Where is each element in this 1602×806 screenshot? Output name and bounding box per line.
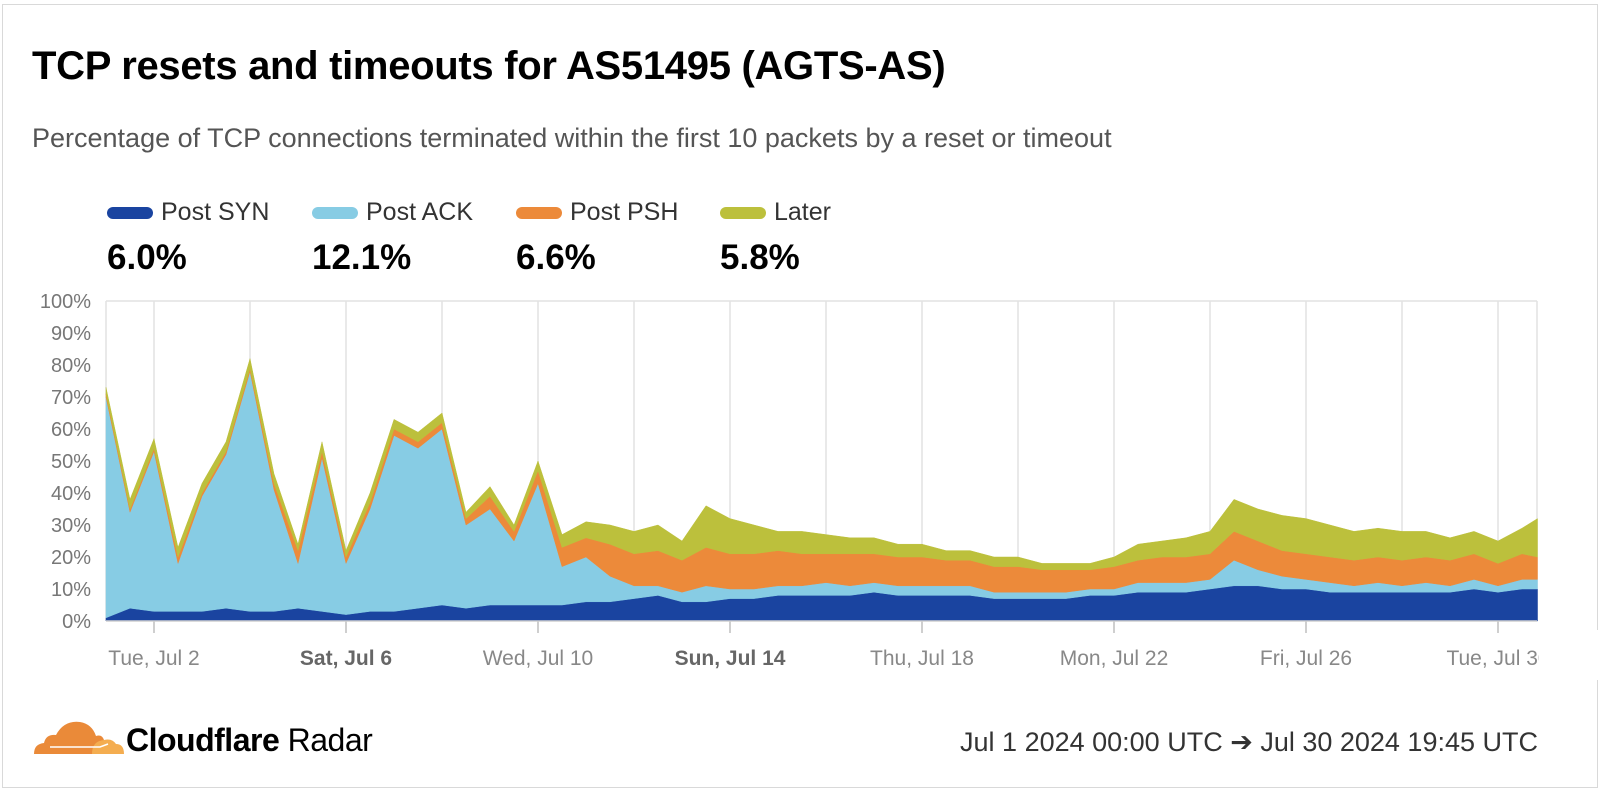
x-tick-label: Sun, Jul 14: [675, 647, 786, 670]
legend-value: 12.1%: [312, 238, 412, 277]
x-tick-label: Tue, Jul 2: [108, 647, 199, 670]
x-tick-label: Mon, Jul 22: [1060, 647, 1169, 670]
x-tick-label: Tue, Jul 30: [1446, 647, 1549, 670]
stacked-area-chart: 0% 10% 20% 30% 40% 50% 60% 70% 80% 90% 100% Tue, Ju…: [39, 291, 1602, 680]
x-tick-label: Sat, Jul 6: [300, 647, 392, 670]
y-tick-label: 0%: [62, 611, 91, 633]
brand-name-bold: Cloudflare: [126, 722, 280, 758]
label-clip-mask: [1539, 630, 1602, 680]
chart-title: TCP resets and timeouts for AS51495 (AGT…: [32, 44, 946, 88]
legend-label: Post SYN: [161, 198, 270, 226]
legend-label: Post ACK: [366, 198, 473, 226]
chart-subtitle: Percentage of TCP connections terminated…: [32, 123, 1112, 153]
y-tick-label: 90%: [51, 323, 91, 345]
y-tick-label: 70%: [51, 387, 91, 409]
legend-swatch-post-syn: [107, 207, 153, 219]
legend-swatch-post-ack: [312, 207, 358, 219]
card-frame: [2, 4, 1598, 788]
legend-swatch-post-psh: [516, 207, 562, 219]
x-tick-label: Wed, Jul 10: [483, 647, 594, 670]
legend-value: 6.6%: [516, 238, 596, 277]
legend-swatch-later: [720, 207, 766, 219]
y-tick-label: 80%: [51, 355, 91, 377]
y-tick-label: 40%: [51, 483, 91, 505]
y-tick-label: 60%: [51, 419, 91, 441]
legend-label: Post PSH: [570, 198, 679, 226]
cloudflare-logo-icon: [34, 721, 124, 754]
y-tick-label: 100%: [40, 291, 91, 313]
x-tick-label: Thu, Jul 18: [870, 647, 974, 670]
brand-name: Cloudflare Radar: [126, 722, 373, 759]
area-later: [105, 358, 1538, 571]
y-tick-label: 30%: [51, 515, 91, 537]
date-range: Jul 1 2024 00:00 UTC ➔ Jul 30 2024 19:45…: [960, 727, 1538, 757]
y-tick-label: 50%: [51, 451, 91, 473]
legend-value: 5.8%: [720, 238, 800, 277]
legend-value: 6.0%: [107, 238, 187, 277]
y-tick-label: 20%: [51, 547, 91, 569]
x-tick-label: Fri, Jul 26: [1260, 647, 1352, 670]
legend-label: Later: [774, 198, 831, 226]
brand-name-light: Radar: [287, 722, 373, 758]
y-tick-label: 10%: [51, 579, 91, 601]
